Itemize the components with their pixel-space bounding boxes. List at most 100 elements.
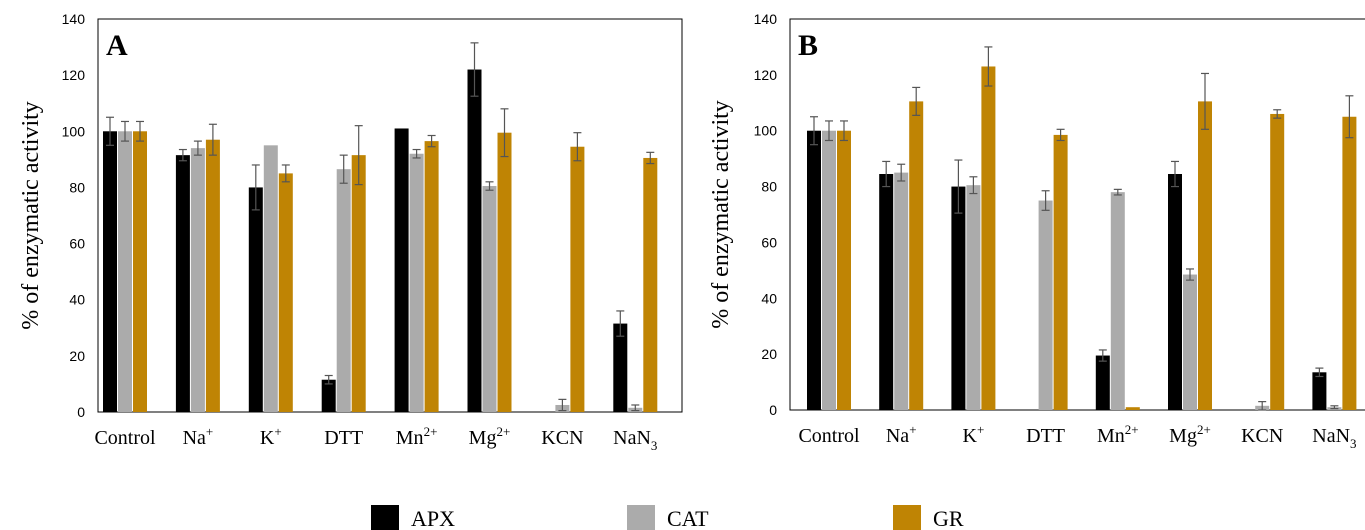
error-bar	[969, 176, 978, 195]
error-bar	[882, 160, 891, 188]
y-tick-label: 120	[754, 67, 778, 83]
x-tick-label: Na+	[183, 424, 214, 449]
error-bar	[136, 120, 144, 142]
x-tick-label: NaN3	[613, 427, 657, 453]
y-tick-label: 80	[69, 179, 85, 195]
bar-apx	[1168, 174, 1182, 410]
legend-swatch	[371, 505, 399, 530]
error-bar	[1315, 367, 1324, 378]
error-bar	[810, 116, 818, 146]
bar-cat	[336, 169, 351, 412]
error-bar	[840, 120, 848, 142]
bar-cat	[1110, 192, 1125, 410]
y-tick-label: 60	[69, 236, 85, 252]
bar-gr	[837, 130, 851, 410]
error-bar	[412, 148, 421, 159]
error-bar	[1113, 188, 1122, 196]
x-tick-label: DTT	[324, 427, 363, 449]
y-tick-label: 0	[77, 404, 85, 420]
legend-swatch	[627, 505, 655, 530]
x-tick-label: KCN	[1241, 425, 1283, 447]
legend-item-gr: GR	[893, 505, 964, 530]
error-bar	[121, 120, 129, 142]
error-bar	[1273, 109, 1282, 119]
x-tick-label: K+	[260, 424, 282, 449]
error-bar	[354, 125, 363, 186]
x-tick-label: Mn2+	[396, 424, 438, 449]
x-tick-label: Control	[94, 427, 156, 449]
bar-apx	[1312, 372, 1327, 410]
bar-gr	[497, 132, 512, 413]
y-tick-label: 100	[754, 123, 778, 139]
bar-gr	[909, 101, 924, 410]
error-bar	[339, 154, 348, 184]
bar-apx	[321, 379, 336, 412]
error-bar	[558, 398, 567, 412]
error-bar	[954, 159, 963, 214]
bar-apx	[248, 187, 263, 412]
bar-cat	[894, 172, 909, 410]
bar-cat	[822, 130, 836, 410]
error-bar	[1171, 160, 1179, 188]
legend-swatch	[893, 505, 921, 530]
error-bar	[1345, 95, 1354, 139]
bar-gr	[424, 141, 439, 412]
x-tick-label: Mn2+	[1097, 422, 1139, 447]
error-bar	[500, 108, 509, 158]
error-bar	[1098, 349, 1107, 362]
y-tick-label: 140	[754, 11, 778, 27]
bar-cat	[1183, 274, 1197, 410]
bar-apx	[467, 69, 482, 413]
error-bar	[631, 404, 640, 412]
error-bar	[1041, 190, 1050, 211]
x-tick-label: DTT	[1026, 425, 1065, 447]
error-bar	[106, 116, 114, 146]
y-tick-label: 40	[761, 290, 777, 306]
y-tick-label: 80	[761, 179, 777, 195]
bar-cat	[966, 185, 981, 410]
error-bar	[897, 163, 906, 182]
bar-cat	[409, 153, 424, 412]
error-bar	[470, 42, 479, 97]
legend-item-cat: CAT	[627, 505, 709, 530]
legend-label: GR	[933, 506, 964, 530]
bar-apx	[103, 131, 117, 413]
panel-label: A	[106, 29, 128, 62]
bar-apx	[1095, 355, 1110, 410]
y-tick-label: 0	[769, 402, 777, 418]
y-tick-label: 60	[761, 234, 777, 250]
bar-cat	[263, 145, 278, 413]
error-bar	[1186, 268, 1194, 281]
error-bar	[251, 164, 260, 211]
legend-item-apx: APX	[371, 505, 455, 530]
x-tick-label: Mg2+	[1169, 422, 1211, 447]
y-axis-label: % of enzymatic activity	[18, 101, 44, 330]
error-bar	[193, 140, 202, 156]
plot-frame	[789, 18, 1365, 411]
bar-gr	[133, 131, 147, 413]
y-tick-label: 120	[62, 67, 86, 83]
bar-gr	[981, 66, 996, 410]
y-axis-label: % of enzymatic activity	[708, 100, 734, 329]
y-tick-label: 40	[69, 292, 85, 308]
bar-cat	[190, 148, 205, 412]
bar-apx	[175, 155, 190, 412]
bar-apx	[394, 128, 409, 412]
bar-gr	[1198, 101, 1212, 410]
bar-cat	[482, 186, 497, 412]
bar-gr	[278, 173, 293, 412]
error-bar	[573, 132, 582, 162]
bar-apx	[807, 130, 821, 410]
chart-panel-b: 0 20 40 60 80 100 120 140 % of enzymatic activit…	[708, 11, 1365, 451]
error-bar	[281, 164, 290, 183]
bar-gr	[205, 139, 220, 412]
bar-cat	[1038, 200, 1053, 410]
error-bar	[1201, 72, 1209, 130]
error-bar	[324, 374, 333, 385]
bar-apx	[951, 186, 966, 410]
bar-gr	[570, 146, 585, 412]
error-bar	[1330, 405, 1339, 410]
error-bar	[485, 181, 494, 191]
bar-cat	[118, 131, 132, 413]
